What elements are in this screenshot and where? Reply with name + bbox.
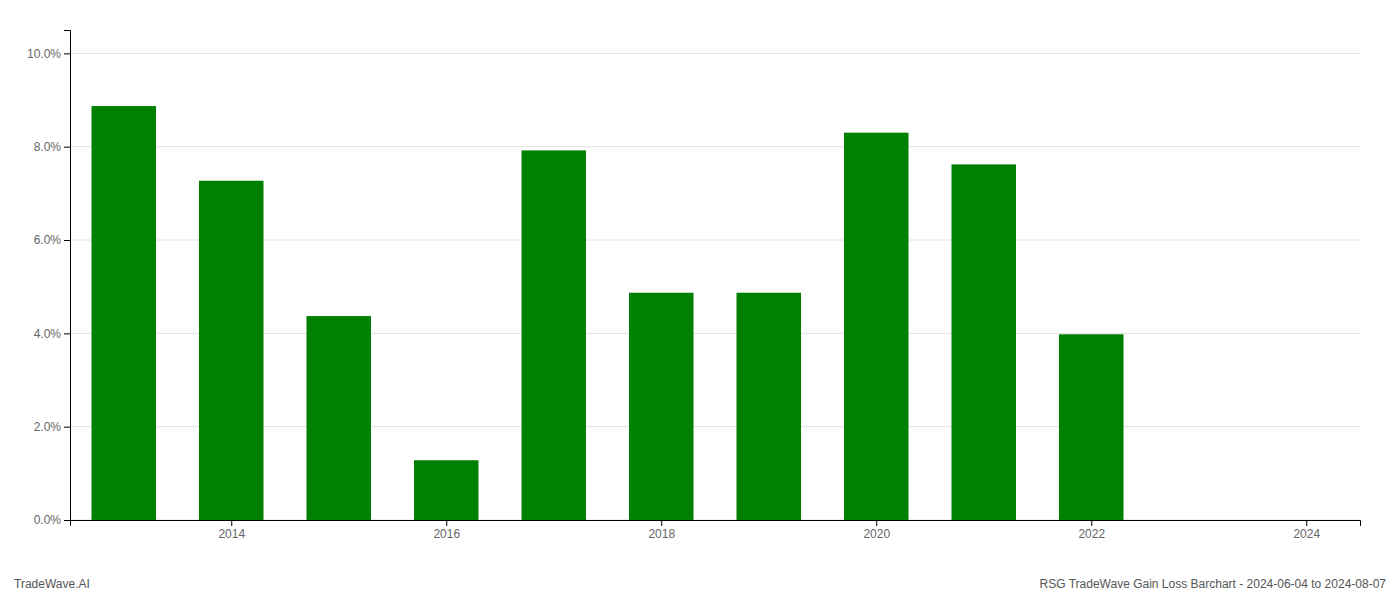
- x-tick: 2024: [1293, 520, 1320, 541]
- tick-mark: [1091, 520, 1092, 526]
- tick-label: 8.0%: [34, 140, 62, 154]
- plot: 2014 2016 2018 2020 2022 2024 0.0% 2.0% 4.0% 6.0%…: [27, 31, 1361, 541]
- y-tick: 6.0%: [34, 233, 70, 247]
- bar: [1059, 334, 1124, 520]
- tick-label: 4.0%: [34, 327, 62, 341]
- tick-label: 2014: [218, 527, 245, 541]
- tick-mark: [64, 53, 70, 54]
- bar: [92, 106, 157, 520]
- tick-mark: [64, 427, 70, 428]
- chart: 2014 2016 2018 2020 2022 2024 0.0% 2.0% 4.0% 6.0%…: [0, 0, 1400, 600]
- tick-mark: [661, 520, 662, 526]
- tick-label: 0.0%: [34, 513, 62, 527]
- axis-line: [64, 31, 71, 521]
- x-tick: 2014: [218, 520, 245, 541]
- bar: [844, 133, 909, 520]
- tick-label: 2018: [648, 527, 675, 541]
- bar: [522, 150, 587, 520]
- grid-line: [70, 146, 1360, 147]
- x-tick: 2020: [863, 520, 890, 541]
- y-tick: 8.0%: [34, 140, 70, 154]
- tick-mark: [1306, 520, 1307, 526]
- footer-right: RSG TradeWave Gain Loss Barchart - 2024-…: [1040, 577, 1387, 591]
- tick-label: 10.0%: [27, 47, 61, 61]
- x-tick: 2016: [433, 520, 460, 541]
- tick-mark: [446, 520, 447, 526]
- axis-line: [71, 521, 1361, 527]
- tick-mark: [64, 240, 70, 241]
- y-tick: 2.0%: [34, 420, 70, 434]
- tick-label: 2016: [433, 527, 460, 541]
- bar: [307, 316, 372, 520]
- tick-label: 2020: [863, 527, 890, 541]
- tick-label: 2024: [1293, 527, 1320, 541]
- bar: [414, 460, 479, 520]
- tick-label: 2.0%: [34, 420, 62, 434]
- tick-mark: [64, 147, 70, 148]
- tick-mark: [231, 520, 232, 526]
- tick-mark: [64, 520, 70, 521]
- grid-line: [70, 53, 1360, 54]
- tick-mark: [876, 520, 877, 526]
- tick-label: 6.0%: [34, 233, 62, 247]
- x-axis: 2014 2016 2018 2020 2022 2024: [71, 520, 1361, 541]
- tick-label: 2022: [1078, 527, 1105, 541]
- bars: [92, 106, 1124, 520]
- y-tick: 4.0%: [34, 327, 70, 341]
- x-tick: 2018: [648, 520, 675, 541]
- bar: [952, 164, 1017, 520]
- bar: [629, 293, 694, 520]
- tick-mark: [64, 333, 70, 334]
- grid: [70, 53, 1360, 520]
- y-axis: 0.0% 2.0% 4.0% 6.0% 8.0% 10.0%: [27, 31, 71, 528]
- x-tick: 2022: [1078, 520, 1105, 541]
- y-tick: 10.0%: [27, 47, 70, 61]
- bar: [737, 293, 802, 520]
- bar: [199, 181, 264, 520]
- y-tick: 0.0%: [34, 513, 70, 527]
- footer-left: TradeWave.AI: [14, 577, 90, 591]
